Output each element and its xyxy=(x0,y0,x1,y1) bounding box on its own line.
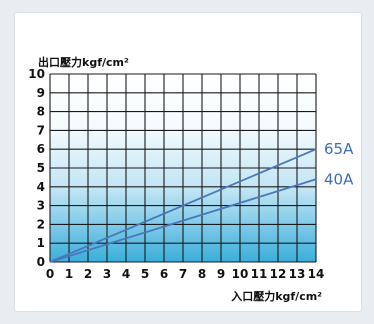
x-tick-label: 3 xyxy=(103,267,111,281)
series-label-40a: 40A xyxy=(324,170,354,188)
y-tick-label: 7 xyxy=(37,123,45,137)
y-tick-label: 1 xyxy=(37,236,45,250)
x-tick-label: 9 xyxy=(217,267,225,281)
x-tick-label: 1 xyxy=(65,267,73,281)
y-tick-label: 10 xyxy=(28,67,45,81)
y-tick-label: 9 xyxy=(37,86,45,100)
x-axis-label: 入口壓力kgf/cm² xyxy=(231,289,322,303)
y-tick-label: 3 xyxy=(37,199,45,213)
x-tick-label: 11 xyxy=(251,267,268,281)
x-tick-label: 13 xyxy=(289,267,306,281)
series-line-65a xyxy=(49,148,317,263)
x-tick-label: 0 xyxy=(46,267,54,281)
y-tick-label: 6 xyxy=(37,142,45,156)
x-tick-label: 2 xyxy=(84,267,92,281)
x-tick-label: 7 xyxy=(179,267,187,281)
x-tick-label: 14 xyxy=(308,267,325,281)
x-tick-label: 5 xyxy=(141,267,149,281)
x-tick-label: 10 xyxy=(232,267,249,281)
series-labels: 65A 40A xyxy=(324,140,354,188)
x-tick-label: 4 xyxy=(122,267,130,281)
y-tick-label: 4 xyxy=(37,180,45,194)
y-tick-label: 8 xyxy=(37,105,45,119)
x-tick-label: 6 xyxy=(160,267,168,281)
x-tick-label: 8 xyxy=(198,267,206,281)
series-line-40a xyxy=(49,178,317,263)
y-tick-label: 2 xyxy=(37,217,45,231)
y-tick-label: 5 xyxy=(37,161,45,175)
x-tick-label: 12 xyxy=(270,267,287,281)
y-axis-label: 出口壓力kgf/cm² xyxy=(38,55,129,69)
series-lines xyxy=(49,148,317,263)
grid xyxy=(49,73,317,263)
y-tick-label: 0 xyxy=(37,255,45,269)
series-label-65a: 65A xyxy=(324,140,354,158)
